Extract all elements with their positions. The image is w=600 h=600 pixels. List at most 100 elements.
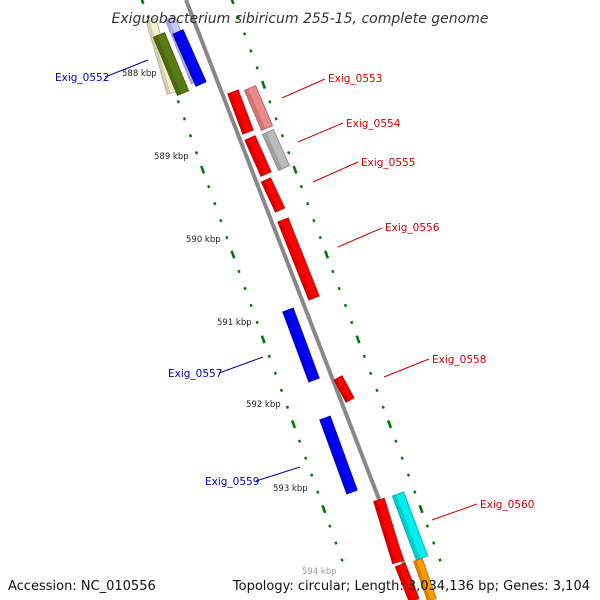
scale-tick <box>340 558 344 562</box>
gene-block-shade <box>153 35 182 96</box>
page-title: Exiguobacterium sibiricum 255-15, comple… <box>111 11 488 27</box>
scale-tick <box>146 15 150 19</box>
gene-label-leader <box>218 356 264 374</box>
gene-label-leader <box>255 466 301 482</box>
scale-tick <box>362 354 366 359</box>
scale-tick <box>304 456 308 460</box>
position-label: 594 kbp <box>302 567 337 577</box>
scale-tick <box>225 235 229 240</box>
scale-tick <box>236 15 240 19</box>
scale-tick <box>400 456 404 460</box>
gene-block-shade <box>261 180 279 213</box>
gene-label: Exig_0559 <box>205 476 259 488</box>
gene-layer <box>145 15 437 600</box>
scale-tick <box>182 117 187 121</box>
gene-block-shade <box>334 378 349 403</box>
scale-tick <box>375 388 379 393</box>
position-label: 590 kbp <box>186 235 221 245</box>
scale-tick <box>279 388 283 393</box>
gene-label: Exig_0554 <box>346 118 401 130</box>
gene-block-shade <box>282 310 313 382</box>
gene-block-shade <box>244 88 266 131</box>
accession-text: Accession: NC_010556 <box>8 579 156 594</box>
scale-tick <box>381 405 385 409</box>
scale-tick <box>243 286 247 291</box>
scale-tick <box>230 0 235 5</box>
position-label: 589 kbp <box>154 152 189 162</box>
scale-tick <box>438 558 442 562</box>
scale-tick <box>255 66 259 70</box>
scale-tick <box>328 524 332 528</box>
scale-tick <box>176 100 180 104</box>
scale-tick <box>268 100 272 104</box>
gene-label: Exig_0556 <box>385 222 440 234</box>
scale-tick <box>386 420 393 429</box>
scale-tick <box>297 439 302 443</box>
scale-tick <box>406 473 411 477</box>
scale-tick <box>292 165 298 174</box>
scale-tick <box>255 320 259 325</box>
gene-block-shade <box>413 560 431 600</box>
scale-tick <box>432 541 436 545</box>
scale-tick <box>369 371 373 376</box>
position-label: 592 kbp <box>246 400 281 410</box>
scale-tick <box>280 134 285 138</box>
scale-tick <box>321 504 327 514</box>
scale-tick <box>413 490 417 494</box>
scale-tick <box>188 134 193 138</box>
gene-label-leader <box>281 78 326 99</box>
gene-block-shade <box>373 500 397 564</box>
gene-label: Exig_0557 <box>168 368 222 380</box>
gene-label-leader <box>297 122 344 143</box>
gene-label: Exig_0552 <box>55 72 109 84</box>
scale-tick <box>334 541 338 545</box>
scale-tick <box>230 250 236 259</box>
scale-tick <box>287 151 291 155</box>
scale-tick <box>237 269 241 274</box>
gene-label-leader <box>312 161 359 183</box>
scale-tick <box>312 218 316 223</box>
scale-tick <box>355 335 361 344</box>
gene-block-shade <box>227 92 247 134</box>
scale-tick <box>140 0 145 5</box>
scale-tick <box>260 80 267 90</box>
scale-tick <box>200 165 206 174</box>
scale-tick <box>273 371 277 376</box>
scale-tick <box>213 201 217 206</box>
gene-block-shade <box>319 418 351 494</box>
scale-tick <box>425 524 429 528</box>
gene-label: Exig_0555 <box>361 157 415 169</box>
scale-tick <box>207 184 211 189</box>
gene-block-shade <box>395 565 413 600</box>
scale-tick <box>290 420 297 429</box>
scale-tick <box>267 354 271 359</box>
scale-tick <box>274 117 278 121</box>
position-label-layer: 588 kbp 589 kbp 590 kbp 591 kbp 592 kbp 593 k… <box>122 69 337 577</box>
scale-tick <box>418 504 424 514</box>
gene-block-shade <box>244 138 265 177</box>
gene-block-shade <box>146 20 171 95</box>
gene-label: Exig_0558 <box>432 354 486 366</box>
scale-tick <box>243 32 247 36</box>
position-label: 588 kbp <box>122 69 157 79</box>
scale-tick <box>219 218 223 223</box>
gene-label-leader <box>431 503 478 521</box>
gene-label-layer: Exig_0552 Exig_0553 Exig_0554 Exig_0555 Exig… <box>55 59 534 521</box>
genome-summary-text: Topology: circular; Length: 3,034,136 bp… <box>232 579 590 594</box>
gene-label-leader <box>104 59 149 78</box>
gene-block-shade <box>392 494 421 561</box>
scale-tick <box>350 320 354 325</box>
scale-tick <box>337 286 341 291</box>
scale-tick <box>260 335 266 344</box>
gene-label-leader <box>383 358 430 378</box>
scale-tick <box>331 269 335 274</box>
gene-label-leader <box>337 227 383 248</box>
scale-tick <box>306 201 310 206</box>
position-label: 593 kbp <box>273 484 308 494</box>
scale-tick <box>249 303 253 308</box>
gene-block-shade <box>262 132 283 171</box>
gene-block-shade <box>172 32 200 87</box>
scale-tick <box>323 250 330 259</box>
scale-tick <box>343 303 348 308</box>
